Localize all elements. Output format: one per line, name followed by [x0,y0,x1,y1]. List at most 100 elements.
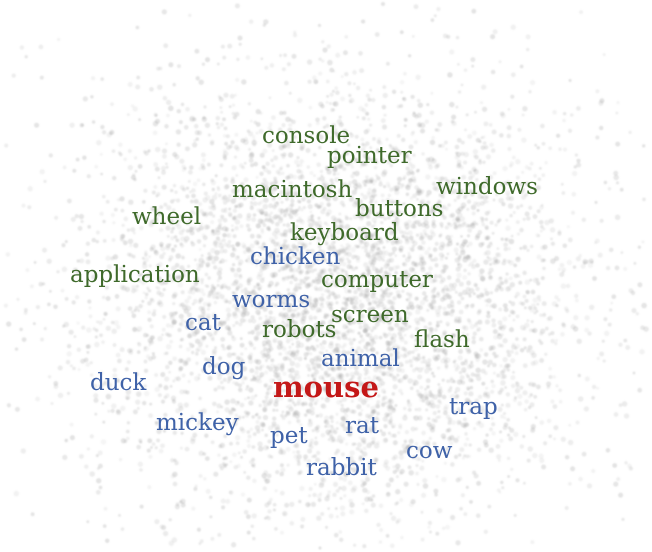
cloud-dot [391,392,396,396]
cloud-dot [537,177,542,182]
cloud-dot [424,368,430,374]
cloud-dot [623,338,628,343]
cloud-dot [219,106,223,110]
cloud-dot [272,408,276,412]
cloud-dot [126,360,131,365]
cloud-dot [222,156,228,161]
cloud-dot [481,222,486,227]
cloud-dot [542,266,546,271]
cloud-dot [188,216,193,221]
cloud-dot [132,106,138,112]
cloud-dot [461,174,467,180]
cloud-dot [312,302,318,308]
cloud-dot [238,273,243,278]
cloud-dot [412,111,416,115]
cloud-dot [508,260,515,266]
cloud-dot [264,213,268,218]
cloud-dot [38,44,44,50]
cloud-dot [477,308,482,314]
cloud-dot [110,212,116,218]
cloud-dot [467,228,473,233]
cloud-dot [571,191,577,197]
cloud-dot [210,179,217,186]
cloud-dot [419,122,426,129]
cloud-dot [615,141,621,147]
cloud-dot [307,79,312,84]
cloud-dot [531,352,537,359]
cloud-dot [616,477,621,482]
cloud-dot [325,212,330,217]
cloud-dot [421,492,427,498]
cloud-dot [88,314,93,319]
cloud-dot [134,169,138,173]
cloud-dot [230,542,237,548]
cloud-dot [375,174,379,178]
cloud-dot [478,160,483,165]
cloud-dot [202,244,207,248]
point-cloud [3,1,649,550]
cloud-dot [262,414,269,421]
cloud-dot [305,346,312,352]
cloud-dot [391,456,396,461]
cloud-dot [409,304,415,310]
cloud-dot [336,271,340,276]
cloud-dot [130,174,136,181]
cloud-dot [122,240,128,246]
cloud-dot [313,482,317,486]
cloud-dot [323,361,329,367]
cloud-dot [457,223,462,227]
cloud-dot [101,401,105,405]
cloud-dot [203,191,208,196]
cloud-dot [158,227,164,233]
cloud-dot [509,161,515,167]
cloud-dot [187,179,191,183]
cloud-dot [502,303,508,308]
cloud-dot [148,343,152,347]
cloud-dot [522,217,526,221]
cloud-dot [211,259,216,265]
cloud-dot [541,464,547,470]
cloud-dot [136,406,140,410]
cloud-dot [372,182,376,186]
cloud-dot [133,156,138,160]
cloud-dot [456,137,462,143]
cloud-dot [507,107,511,111]
cloud-dot [138,118,142,122]
cloud-dot [463,512,468,517]
cloud-dot [381,104,387,110]
cloud-dot [476,294,480,299]
cloud-dot [515,205,520,210]
cloud-dot [274,527,278,531]
cloud-dot [234,132,239,137]
cloud-dot [210,286,216,292]
cloud-dot [641,302,647,309]
cloud-dot [173,244,177,248]
cloud-dot [320,403,326,409]
cloud-dot [213,265,218,270]
cloud-dot [463,268,467,273]
cloud-dot [360,408,364,412]
cloud-dot [426,213,430,217]
cloud-dot [294,362,301,368]
cloud-dot [35,396,41,402]
cloud-dot [337,330,342,335]
cloud-dot [305,147,311,153]
cloud-dot [86,327,92,333]
cloud-dot [492,371,496,375]
cloud-dot [599,351,605,357]
cloud-dot [522,294,527,299]
cloud-dot [296,168,302,174]
cloud-dot [257,415,262,420]
cloud-dot [392,185,398,191]
cloud-dot [322,47,328,53]
cloud-dot [158,448,164,454]
cloud-dot [248,147,252,151]
cloud-dot [46,258,52,264]
cloud-dot [485,226,489,231]
cloud-dot [441,476,447,483]
cloud-dot [459,375,465,381]
cloud-dot [246,385,250,389]
cloud-dot [272,416,277,421]
cloud-dot [174,311,178,315]
